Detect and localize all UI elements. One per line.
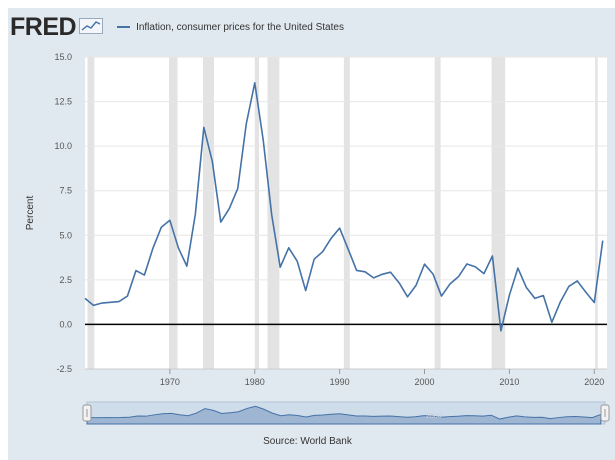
data-point[interactable] bbox=[363, 270, 367, 274]
recession-band bbox=[343, 57, 350, 369]
data-point[interactable] bbox=[516, 266, 520, 270]
y-tick-label: 7.5 bbox=[59, 186, 72, 196]
data-point[interactable] bbox=[439, 294, 443, 298]
recession-band bbox=[267, 57, 280, 369]
x-tick-label: 1980 bbox=[245, 377, 265, 387]
data-point[interactable] bbox=[219, 220, 223, 224]
y-tick-label: 12.5 bbox=[54, 97, 72, 107]
recession-band bbox=[491, 57, 506, 369]
fred-logo[interactable]: FRED bbox=[10, 12, 77, 41]
y-axis-label: Percent bbox=[25, 196, 36, 231]
recession-band bbox=[254, 57, 259, 369]
data-point[interactable] bbox=[159, 225, 163, 229]
data-point[interactable] bbox=[465, 262, 469, 266]
data-point[interactable] bbox=[541, 294, 545, 298]
data-point[interactable] bbox=[168, 218, 172, 222]
data-point[interactable] bbox=[304, 289, 308, 293]
data-point[interactable] bbox=[176, 246, 180, 250]
data-point[interactable] bbox=[558, 300, 562, 304]
x-tick-label: 1990 bbox=[330, 377, 350, 387]
x-tick-label: 2020 bbox=[584, 377, 604, 387]
data-point[interactable] bbox=[490, 254, 494, 258]
x-tick-label: 2010 bbox=[499, 377, 519, 387]
legend-series-title[interactable]: Inflation, consumer prices for the Unite… bbox=[136, 21, 344, 33]
data-point[interactable] bbox=[448, 282, 452, 286]
recession-band bbox=[202, 57, 215, 369]
data-point[interactable] bbox=[584, 290, 588, 294]
data-point[interactable] bbox=[567, 284, 571, 288]
chart-header: FRED Inflation, consumer prices for the … bbox=[10, 12, 344, 42]
data-point[interactable] bbox=[389, 270, 393, 274]
recession-band bbox=[169, 57, 178, 369]
data-point[interactable] bbox=[117, 300, 121, 304]
data-point[interactable] bbox=[312, 257, 316, 261]
data-point[interactable] bbox=[151, 246, 155, 250]
data-point[interactable] bbox=[482, 272, 486, 276]
data-point[interactable] bbox=[338, 226, 342, 230]
data-point[interactable] bbox=[134, 269, 138, 273]
data-point[interactable] bbox=[236, 186, 240, 190]
data-point[interactable] bbox=[601, 239, 605, 243]
data-point[interactable] bbox=[185, 264, 189, 268]
data-point[interactable] bbox=[193, 212, 197, 216]
data-point[interactable] bbox=[406, 295, 410, 299]
data-point[interactable] bbox=[533, 296, 537, 300]
data-point[interactable] bbox=[346, 247, 350, 251]
data-point[interactable] bbox=[592, 300, 596, 304]
data-point[interactable] bbox=[372, 276, 376, 280]
data-point[interactable] bbox=[473, 265, 477, 269]
navigator-tick-label: 2000 bbox=[426, 413, 442, 420]
data-point[interactable] bbox=[91, 303, 95, 307]
y-tick-label: -2.5 bbox=[56, 364, 72, 374]
inflation-series-line[interactable] bbox=[84, 82, 604, 332]
y-tick-label: 15.0 bbox=[54, 52, 72, 62]
data-point[interactable] bbox=[142, 273, 146, 277]
recession-band bbox=[595, 57, 598, 369]
data-point[interactable] bbox=[456, 275, 460, 279]
data-point[interactable] bbox=[295, 259, 299, 263]
data-point[interactable] bbox=[125, 294, 129, 298]
legend-swatch bbox=[117, 26, 131, 28]
source-note: Source: World Bank bbox=[263, 436, 352, 447]
data-point[interactable] bbox=[431, 272, 435, 276]
x-tick-label: 1970 bbox=[160, 377, 180, 387]
data-point[interactable] bbox=[244, 122, 248, 126]
recession-band bbox=[434, 57, 441, 369]
y-tick-label: 2.5 bbox=[59, 275, 72, 285]
data-point[interactable] bbox=[550, 320, 554, 324]
data-point[interactable] bbox=[414, 283, 418, 287]
data-point[interactable] bbox=[270, 213, 274, 217]
recession-band bbox=[87, 57, 95, 369]
data-point[interactable] bbox=[397, 281, 401, 285]
data-point[interactable] bbox=[423, 262, 427, 266]
data-point[interactable] bbox=[253, 81, 257, 85]
data-point[interactable] bbox=[499, 329, 503, 333]
data-point[interactable] bbox=[210, 159, 214, 163]
data-point[interactable] bbox=[380, 272, 384, 276]
data-point[interactable] bbox=[321, 250, 325, 254]
x-tick-label: 2000 bbox=[414, 377, 434, 387]
data-point[interactable] bbox=[287, 246, 291, 250]
chart-line-icon bbox=[79, 18, 104, 34]
data-point[interactable] bbox=[261, 138, 265, 142]
data-point[interactable] bbox=[100, 301, 104, 305]
data-point[interactable] bbox=[507, 293, 511, 297]
y-tick-label: 10.0 bbox=[54, 141, 72, 151]
data-point[interactable] bbox=[83, 296, 87, 300]
navigator-series-area bbox=[86, 405, 602, 425]
data-point[interactable] bbox=[202, 125, 206, 129]
data-point[interactable] bbox=[108, 300, 112, 304]
data-point[interactable] bbox=[278, 265, 282, 269]
data-point[interactable] bbox=[227, 207, 231, 211]
data-point[interactable] bbox=[575, 279, 579, 283]
data-point[interactable] bbox=[329, 236, 333, 240]
data-point[interactable] bbox=[524, 286, 528, 290]
y-tick-label: 0.0 bbox=[59, 319, 72, 329]
y-tick-label: 5.0 bbox=[59, 230, 72, 240]
data-point[interactable] bbox=[355, 268, 359, 272]
